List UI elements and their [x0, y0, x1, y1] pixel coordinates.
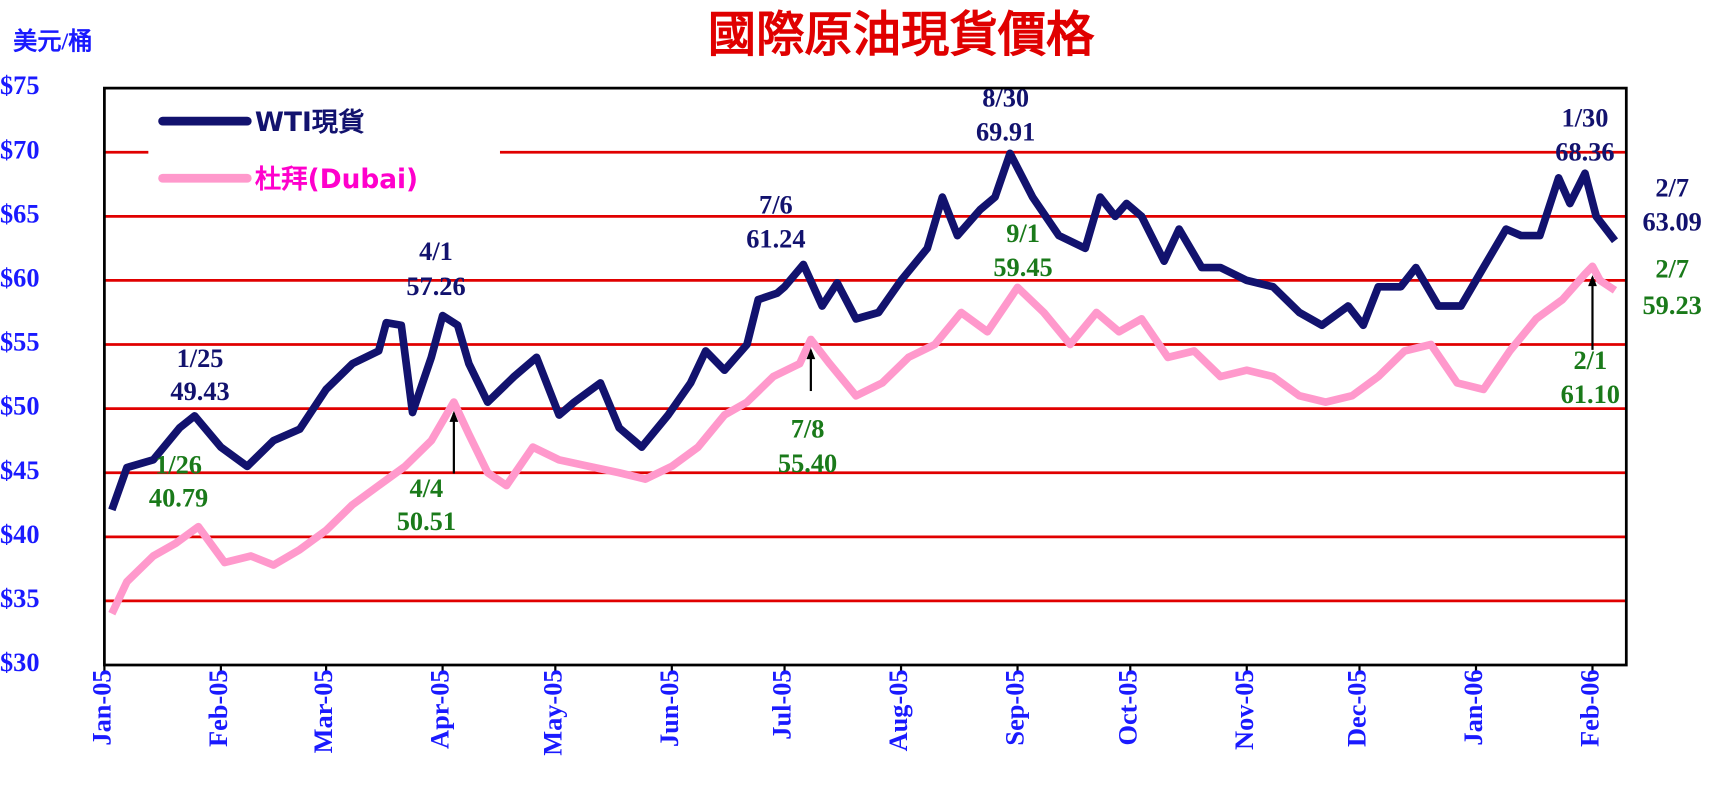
annotation-value: 57.26	[406, 272, 465, 301]
x-tick-label: Mar-05	[309, 669, 338, 753]
annotation-date: 1/26	[155, 450, 202, 479]
annotation-date: 7/6	[759, 190, 793, 219]
ticks: $30 $35 $40 $45 $50 $55 $60 $65 $70 $75 Jan-05 Feb-…	[0, 71, 1605, 756]
x-tick-label: Jul-05	[768, 669, 797, 739]
annotation-date: 2/7	[1655, 255, 1689, 284]
series-line	[108, 149, 1619, 512]
legend-label: 杜拜(Dubai)	[255, 165, 418, 195]
y-tick-label: $35	[0, 584, 40, 613]
grid	[104, 150, 1627, 603]
plot-frame	[103, 86, 1628, 667]
x-tick-label: Jan-05	[87, 669, 116, 745]
annotation-value: 55.40	[778, 449, 837, 478]
y-tick-label: $30	[0, 648, 40, 677]
arrow-head	[449, 410, 459, 422]
annotation-date: 2/1	[1573, 346, 1607, 375]
x-tick-label: Aug-05	[884, 669, 913, 751]
annotation-value: 61.24	[746, 224, 805, 253]
series-line	[108, 262, 1618, 616]
annotation-value: 49.43	[170, 377, 229, 406]
arrow-head	[806, 348, 816, 360]
y-tick-label: $60	[0, 263, 40, 292]
annotation-value: 50.51	[397, 507, 456, 536]
annotation-date: 7/8	[791, 415, 825, 444]
y-tick-label: $50	[0, 392, 40, 421]
x-tick-label: Oct-05	[1113, 669, 1142, 745]
x-tick-label: Sep-05	[1001, 669, 1030, 745]
arrow-head	[1588, 275, 1597, 287]
x-tick-label: Jan-06	[1459, 669, 1488, 745]
y-axis-label: 美元/桶	[13, 28, 92, 56]
x-tick-label: Feb-05	[204, 669, 233, 747]
annotation-value: 61.10	[1561, 380, 1620, 409]
y-tick-label: $40	[0, 520, 40, 549]
annotation-date: 9/1	[1006, 219, 1040, 248]
x-tick-label: Jun-05	[655, 669, 684, 747]
annotation-value: 59.23	[1643, 291, 1702, 320]
y-tick-label: $65	[0, 199, 40, 228]
annotation-value: 40.79	[149, 483, 208, 512]
x-tick-label: Feb-06	[1576, 669, 1605, 747]
annotation-value: 63.09	[1643, 207, 1702, 236]
y-tick-label: $70	[0, 135, 40, 164]
legend-label: WTI現貨	[255, 107, 365, 138]
annotation-date: 1/25	[177, 344, 224, 373]
annotation-date: 2/7	[1655, 173, 1689, 202]
annotation-date: 1/30	[1562, 104, 1609, 133]
annotation-value: 68.36	[1555, 138, 1614, 167]
y-tick-label: $75	[0, 71, 40, 100]
annotation-value: 69.91	[976, 118, 1035, 147]
x-tick-label: Apr-05	[426, 669, 455, 749]
y-tick-label: $45	[0, 456, 40, 485]
lines	[108, 149, 1619, 616]
annotation-date: 4/1	[419, 237, 453, 266]
annotation-date: 4/4	[410, 474, 444, 503]
x-tick-label: Dec-05	[1343, 669, 1372, 747]
chart-title: 國際原油現貨價格	[708, 8, 1095, 62]
y-tick-label: $55	[0, 328, 40, 357]
annotation-value: 59.45	[993, 253, 1052, 282]
x-tick-label: Nov-05	[1230, 669, 1259, 750]
legend-box	[148, 96, 500, 207]
x-tick-label: May-05	[538, 669, 567, 755]
annotations: 1/25 49.43 1/26 40.79 4/1 57.26 4/4 50.51 7/6 61.…	[149, 84, 1702, 536]
